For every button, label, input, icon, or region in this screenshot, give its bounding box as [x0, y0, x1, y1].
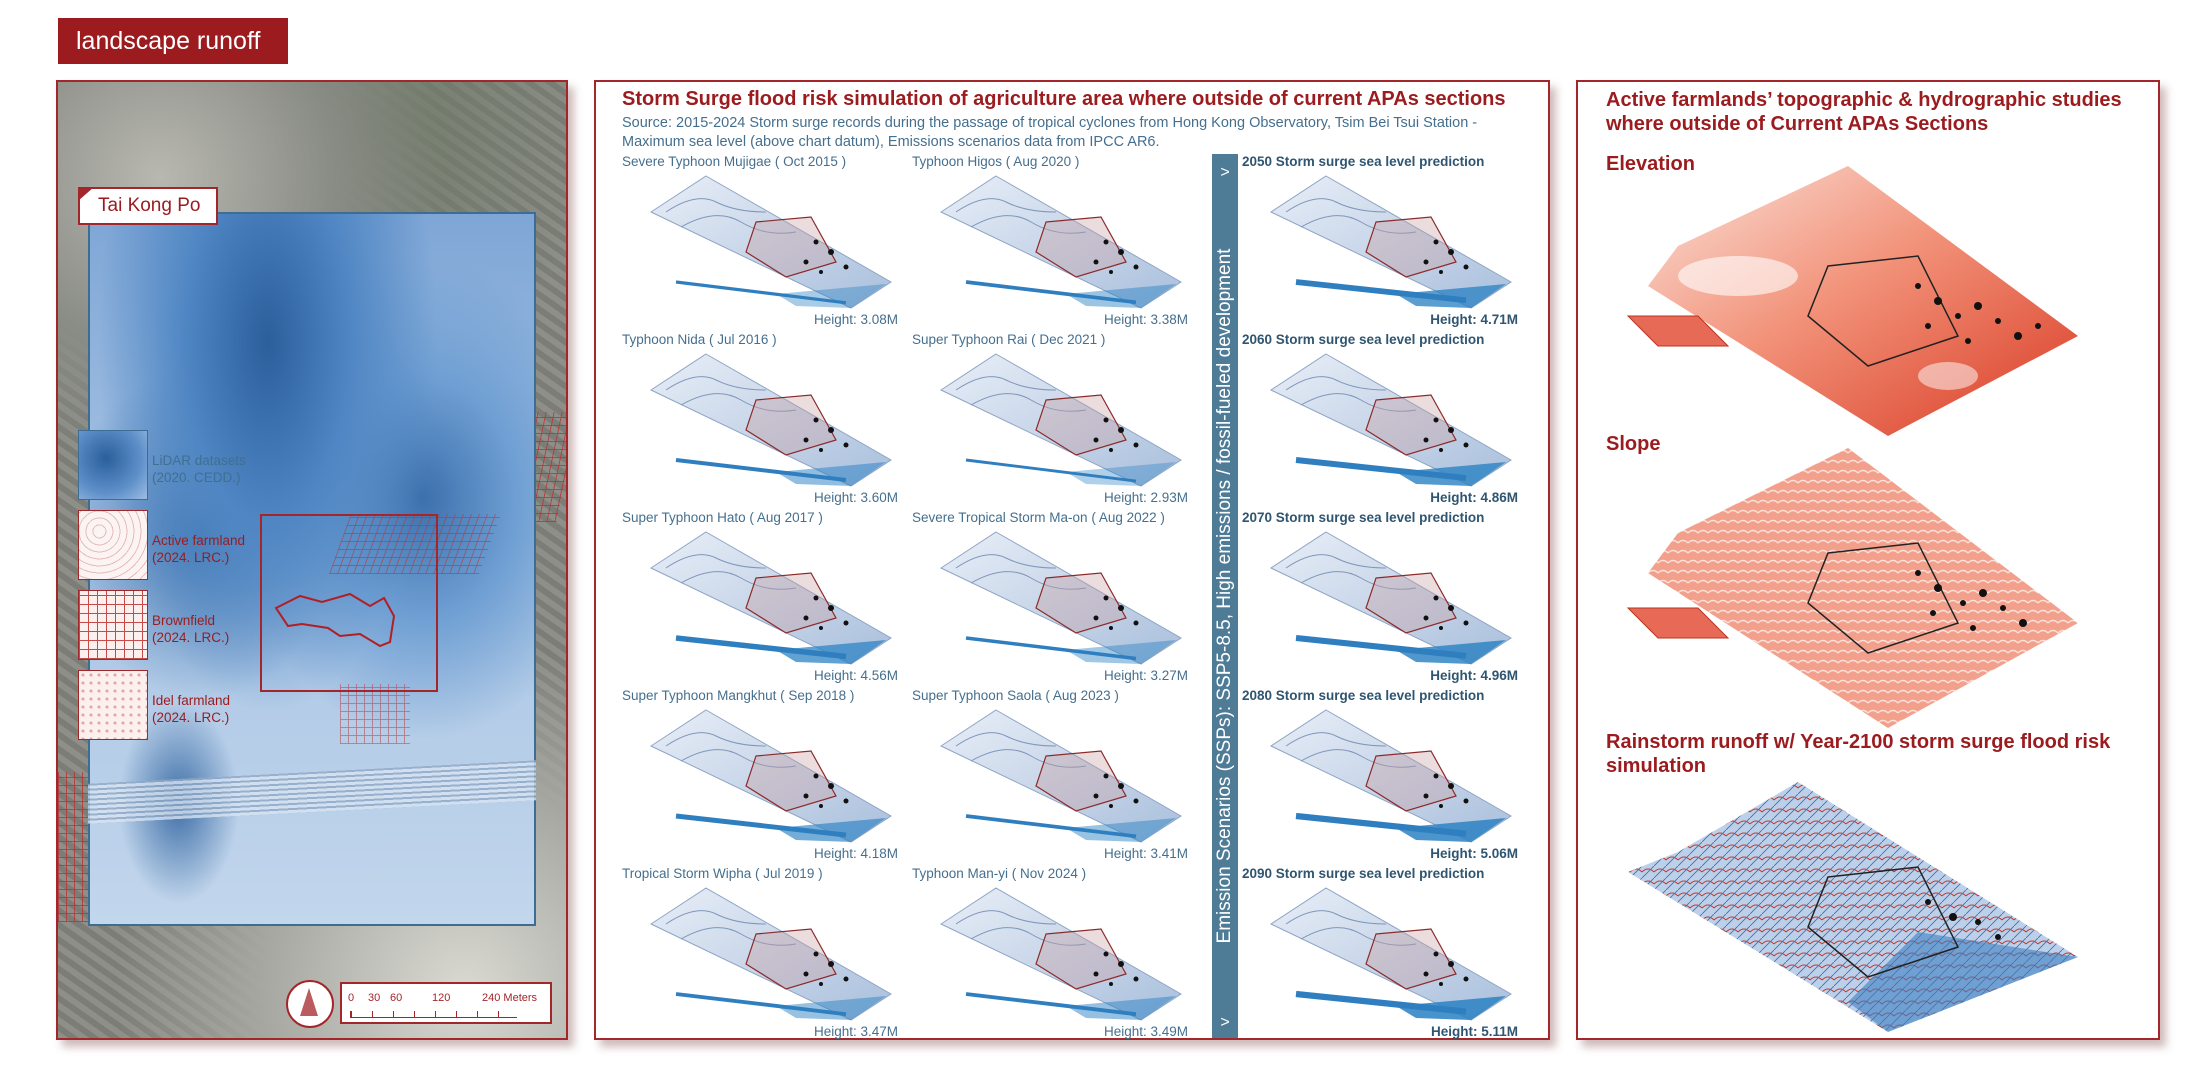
legend-text: LiDAR datasets (2020. CEDD.) — [152, 453, 246, 485]
terrain-model — [939, 175, 1182, 309]
slope-map — [1626, 448, 2078, 728]
terrain-model — [1269, 887, 1512, 1021]
scale-tick: 0 — [348, 992, 355, 1004]
terrain-model — [649, 887, 892, 1021]
terrain-model — [1269, 709, 1512, 843]
surge-height: Height: 3.60M — [813, 490, 898, 505]
storm-label: Super Typhoon Rai ( Dec 2021 ) — [912, 332, 1106, 347]
surge-height: Height: 4.71M — [1430, 312, 1518, 327]
scale-tick: 120 — [432, 992, 451, 1004]
storm-surge-simulation-panel: Storm Surge flood risk simulation of agr… — [594, 80, 1550, 1040]
storm-label: 2070 Storm surge sea level prediction — [1242, 510, 1485, 525]
brownfield-swatch — [78, 590, 148, 660]
surge-height: Height: 4.96M — [1430, 668, 1518, 683]
storm-label: Tropical Storm Wipha ( Jul 2019 ) — [622, 866, 823, 881]
terrain-model — [939, 531, 1182, 665]
terrain-model — [649, 531, 892, 665]
active-farmland-swatch — [78, 510, 148, 580]
topographic-study-panel: Active farmlands’ topographic & hydrogra… — [1576, 80, 2160, 1040]
storm-label: Severe Typhoon Mujigae ( Oct 2015 ) — [622, 154, 847, 169]
surge-height: Height: 3.41M — [1103, 846, 1188, 861]
simulation-title: Storm Surge flood risk simulation of agr… — [622, 88, 1506, 110]
storm-label: Typhoon Man-yi ( Nov 2024 ) — [912, 866, 1087, 881]
historical-storm-cell: Super Typhoon Saola ( Aug 2023 ) Height: … — [912, 688, 1202, 866]
surge-height: Height: 3.27M — [1103, 668, 1188, 683]
prediction-cell: 2050 Storm surge sea level prediction Hei… — [1242, 154, 1532, 332]
scale-bar: 0 30 60 120 240 Meters — [340, 982, 552, 1024]
lidar-swatch — [78, 430, 148, 500]
storm-label: 2080 Storm surge sea level prediction — [1242, 688, 1485, 703]
scenario-arrow-top: > — [1220, 164, 1230, 181]
emission-scenario-bar: > Emission Scenarios (SSPs): SSP5-8.5, H… — [1212, 154, 1238, 1038]
storm-label: 2060 Storm surge sea level prediction — [1242, 332, 1485, 347]
site-map-panel: Tai Kong Po LiDAR datasets (2020. CEDD.) … — [56, 80, 568, 1040]
surge-height: Height: 3.38M — [1103, 312, 1188, 327]
topography-title: Active farmlands’ topographic & hydrogra… — [1606, 89, 2122, 135]
surge-height: Height: 5.06M — [1430, 846, 1518, 861]
historical-storm-cell: Tropical Storm Wipha ( Jul 2019 ) Height:… — [622, 866, 912, 1044]
location-label: Tai Kong Po — [78, 187, 219, 225]
historical-storm-cell: Typhoon Nida ( Jul 2016 ) Height: 3.60M — [622, 332, 912, 510]
historical-storm-cell: Typhoon Man-yi ( Nov 2024 ) Height: 3.49M — [912, 866, 1202, 1044]
storm-label: Super Typhoon Mangkhut ( Sep 2018 ) — [622, 688, 855, 703]
runoff-heading: Rainstorm runoff w/ Year-2100 storm surg… — [1606, 731, 2111, 777]
legend-text: Idel farmland (2024. LRC.) — [152, 693, 231, 725]
scenario-arrow-bottom: > — [1220, 1014, 1230, 1031]
historical-storm-cell: Typhoon Higos ( Aug 2020 ) Height: 3.38M — [912, 154, 1202, 332]
scale-tick: 30 — [368, 992, 381, 1004]
terrain-model — [939, 887, 1182, 1021]
idle-farmland-swatch — [78, 670, 148, 740]
surge-height: Height: 4.18M — [813, 846, 898, 861]
surge-height: Height: 5.11M — [1430, 1024, 1518, 1039]
historical-storm-cell: Severe Typhoon Mujigae ( Oct 2015 ) Heigh… — [622, 154, 912, 332]
slope-heading: Slope — [1606, 433, 1661, 455]
terrain-model — [1269, 175, 1512, 309]
brownfield-hatch — [340, 684, 410, 744]
surge-height: Height: 2.93M — [1103, 490, 1188, 505]
surge-height: Height: 4.56M — [813, 668, 898, 683]
historical-storm-cell: Severe Tropical Storm Ma-on ( Aug 2022 )… — [912, 510, 1202, 688]
elevation-map — [1626, 166, 2078, 436]
simulation-source: Source: 2015-2024 Storm surge records du… — [622, 115, 1478, 150]
historical-storm-cell: Super Typhoon Hato ( Aug 2017 ) Height: 4… — [622, 510, 912, 688]
scale-line — [350, 1011, 517, 1018]
study-area-frame — [260, 514, 438, 692]
surge-height: Height: 4.86M — [1430, 490, 1518, 505]
runoff-map — [1628, 782, 2078, 1032]
prediction-cell: 2090 Storm surge sea level prediction Hei… — [1242, 866, 1532, 1044]
storm-label: Super Typhoon Hato ( Aug 2017 ) — [622, 510, 823, 525]
storm-label: 2090 Storm surge sea level prediction — [1242, 866, 1485, 881]
surge-height: Height: 3.49M — [1103, 1024, 1188, 1039]
scale-tick: 240 Meters — [482, 992, 538, 1004]
storm-label: 2050 Storm surge sea level prediction — [1242, 154, 1485, 169]
storm-label: Typhoon Higos ( Aug 2020 ) — [912, 154, 1080, 169]
prediction-cell: 2080 Storm surge sea level prediction Hei… — [1242, 688, 1532, 866]
storm-label: Severe Tropical Storm Ma-on ( Aug 2022 ) — [912, 510, 1165, 525]
page-title: landscape runoff — [58, 18, 288, 64]
historical-storm-cell: Super Typhoon Mangkhut ( Sep 2018 ) Heigh… — [622, 688, 912, 866]
legend-text: Brownfield (2024. LRC.) — [152, 613, 230, 645]
legend-text: Active farmland (2024. LRC.) — [152, 533, 246, 565]
prediction-cell: 2070 Storm surge sea level prediction Hei… — [1242, 510, 1532, 688]
surge-height: Height: 3.47M — [813, 1024, 898, 1039]
terrain-model — [1269, 531, 1512, 665]
brownfield-hatch — [58, 772, 88, 922]
terrain-model — [649, 175, 892, 309]
surge-height: Height: 3.08M — [813, 312, 898, 327]
terrain-model — [1269, 353, 1512, 487]
active-farmland-outline — [274, 592, 396, 648]
terrain-model — [939, 353, 1182, 487]
storm-label: Super Typhoon Saola ( Aug 2023 ) — [912, 688, 1119, 703]
scale-tick: 60 — [390, 992, 403, 1004]
elevation-heading: Elevation — [1606, 153, 1695, 175]
north-arrow-icon — [286, 980, 334, 1028]
terrain-model — [649, 709, 892, 843]
historical-storm-cell: Super Typhoon Rai ( Dec 2021 ) Height: 2.… — [912, 332, 1202, 510]
prediction-cell: 2060 Storm surge sea level prediction Hei… — [1242, 332, 1532, 510]
scenario-text: Emission Scenarios (SSPs): SSP5-8.5, Hig… — [1214, 248, 1235, 944]
terrain-model — [939, 709, 1182, 843]
terrain-model — [649, 353, 892, 487]
storm-label: Typhoon Nida ( Jul 2016 ) — [622, 332, 777, 347]
